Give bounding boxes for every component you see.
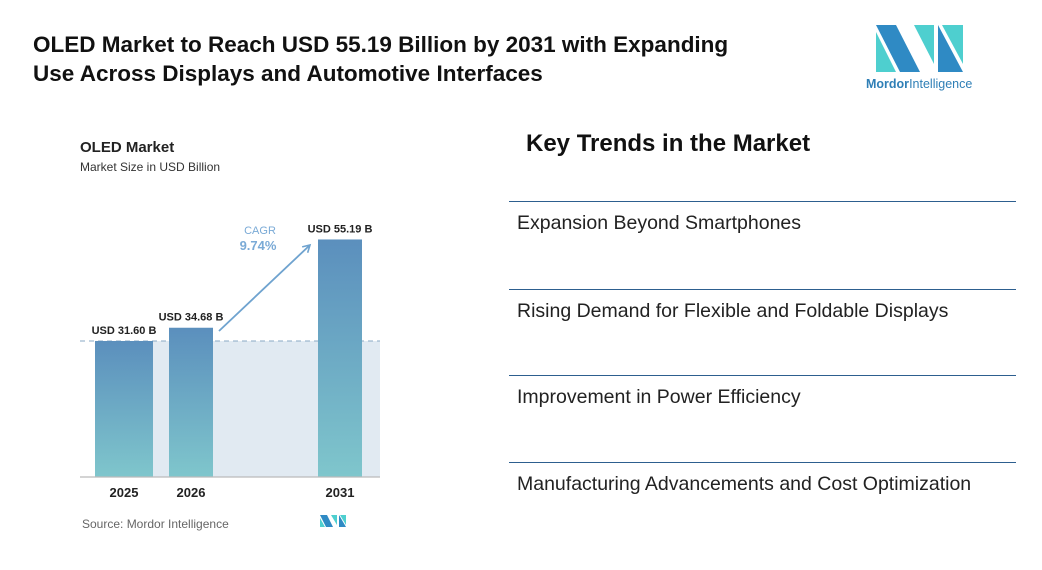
cagr-arrow xyxy=(218,243,312,332)
x-tick-2025: 2025 xyxy=(110,485,139,500)
trend-item: Expansion Beyond Smartphones xyxy=(517,212,802,234)
cagr-label: CAGR xyxy=(244,225,276,237)
divider xyxy=(509,462,1016,463)
data-label-2026: USD 34.68 B xyxy=(159,312,224,324)
mordor-logo: MordorIntelligence xyxy=(866,24,976,94)
trends-title: Key Trends in the Market xyxy=(526,130,811,157)
trend-item: Improvement in Power Efficiency xyxy=(517,386,801,408)
chart-source: Source: Mordor Intelligence xyxy=(82,517,229,531)
bar-2026 xyxy=(169,327,213,477)
trend-item: Rising Demand for Flexible and Foldable … xyxy=(517,300,949,322)
data-label-2025: USD 31.60 B xyxy=(92,325,157,337)
source-logo-icon xyxy=(320,515,346,527)
bar-2031 xyxy=(318,239,362,477)
trend-item: Manufacturing Advancements and Cost Opti… xyxy=(517,473,972,495)
page-title: OLED Market to Reach USD 55.19 Billion b… xyxy=(33,32,729,86)
chart-subtitle: Market Size in USD Billion xyxy=(80,160,220,174)
divider xyxy=(509,201,1016,202)
x-tick-2031: 2031 xyxy=(326,485,355,500)
oled-market-chart: OLED Market Market Size in USD Billion U… xyxy=(65,120,388,540)
chart-title: OLED Market xyxy=(80,139,174,156)
logo-mark-icon xyxy=(876,25,963,72)
divider xyxy=(509,375,1016,376)
cagr-value: 9.74% xyxy=(240,238,277,253)
data-label-2031: USD 55.19 B xyxy=(308,223,373,235)
x-tick-2026: 2026 xyxy=(177,485,206,500)
bar-2025 xyxy=(95,341,153,477)
divider xyxy=(509,289,1016,290)
